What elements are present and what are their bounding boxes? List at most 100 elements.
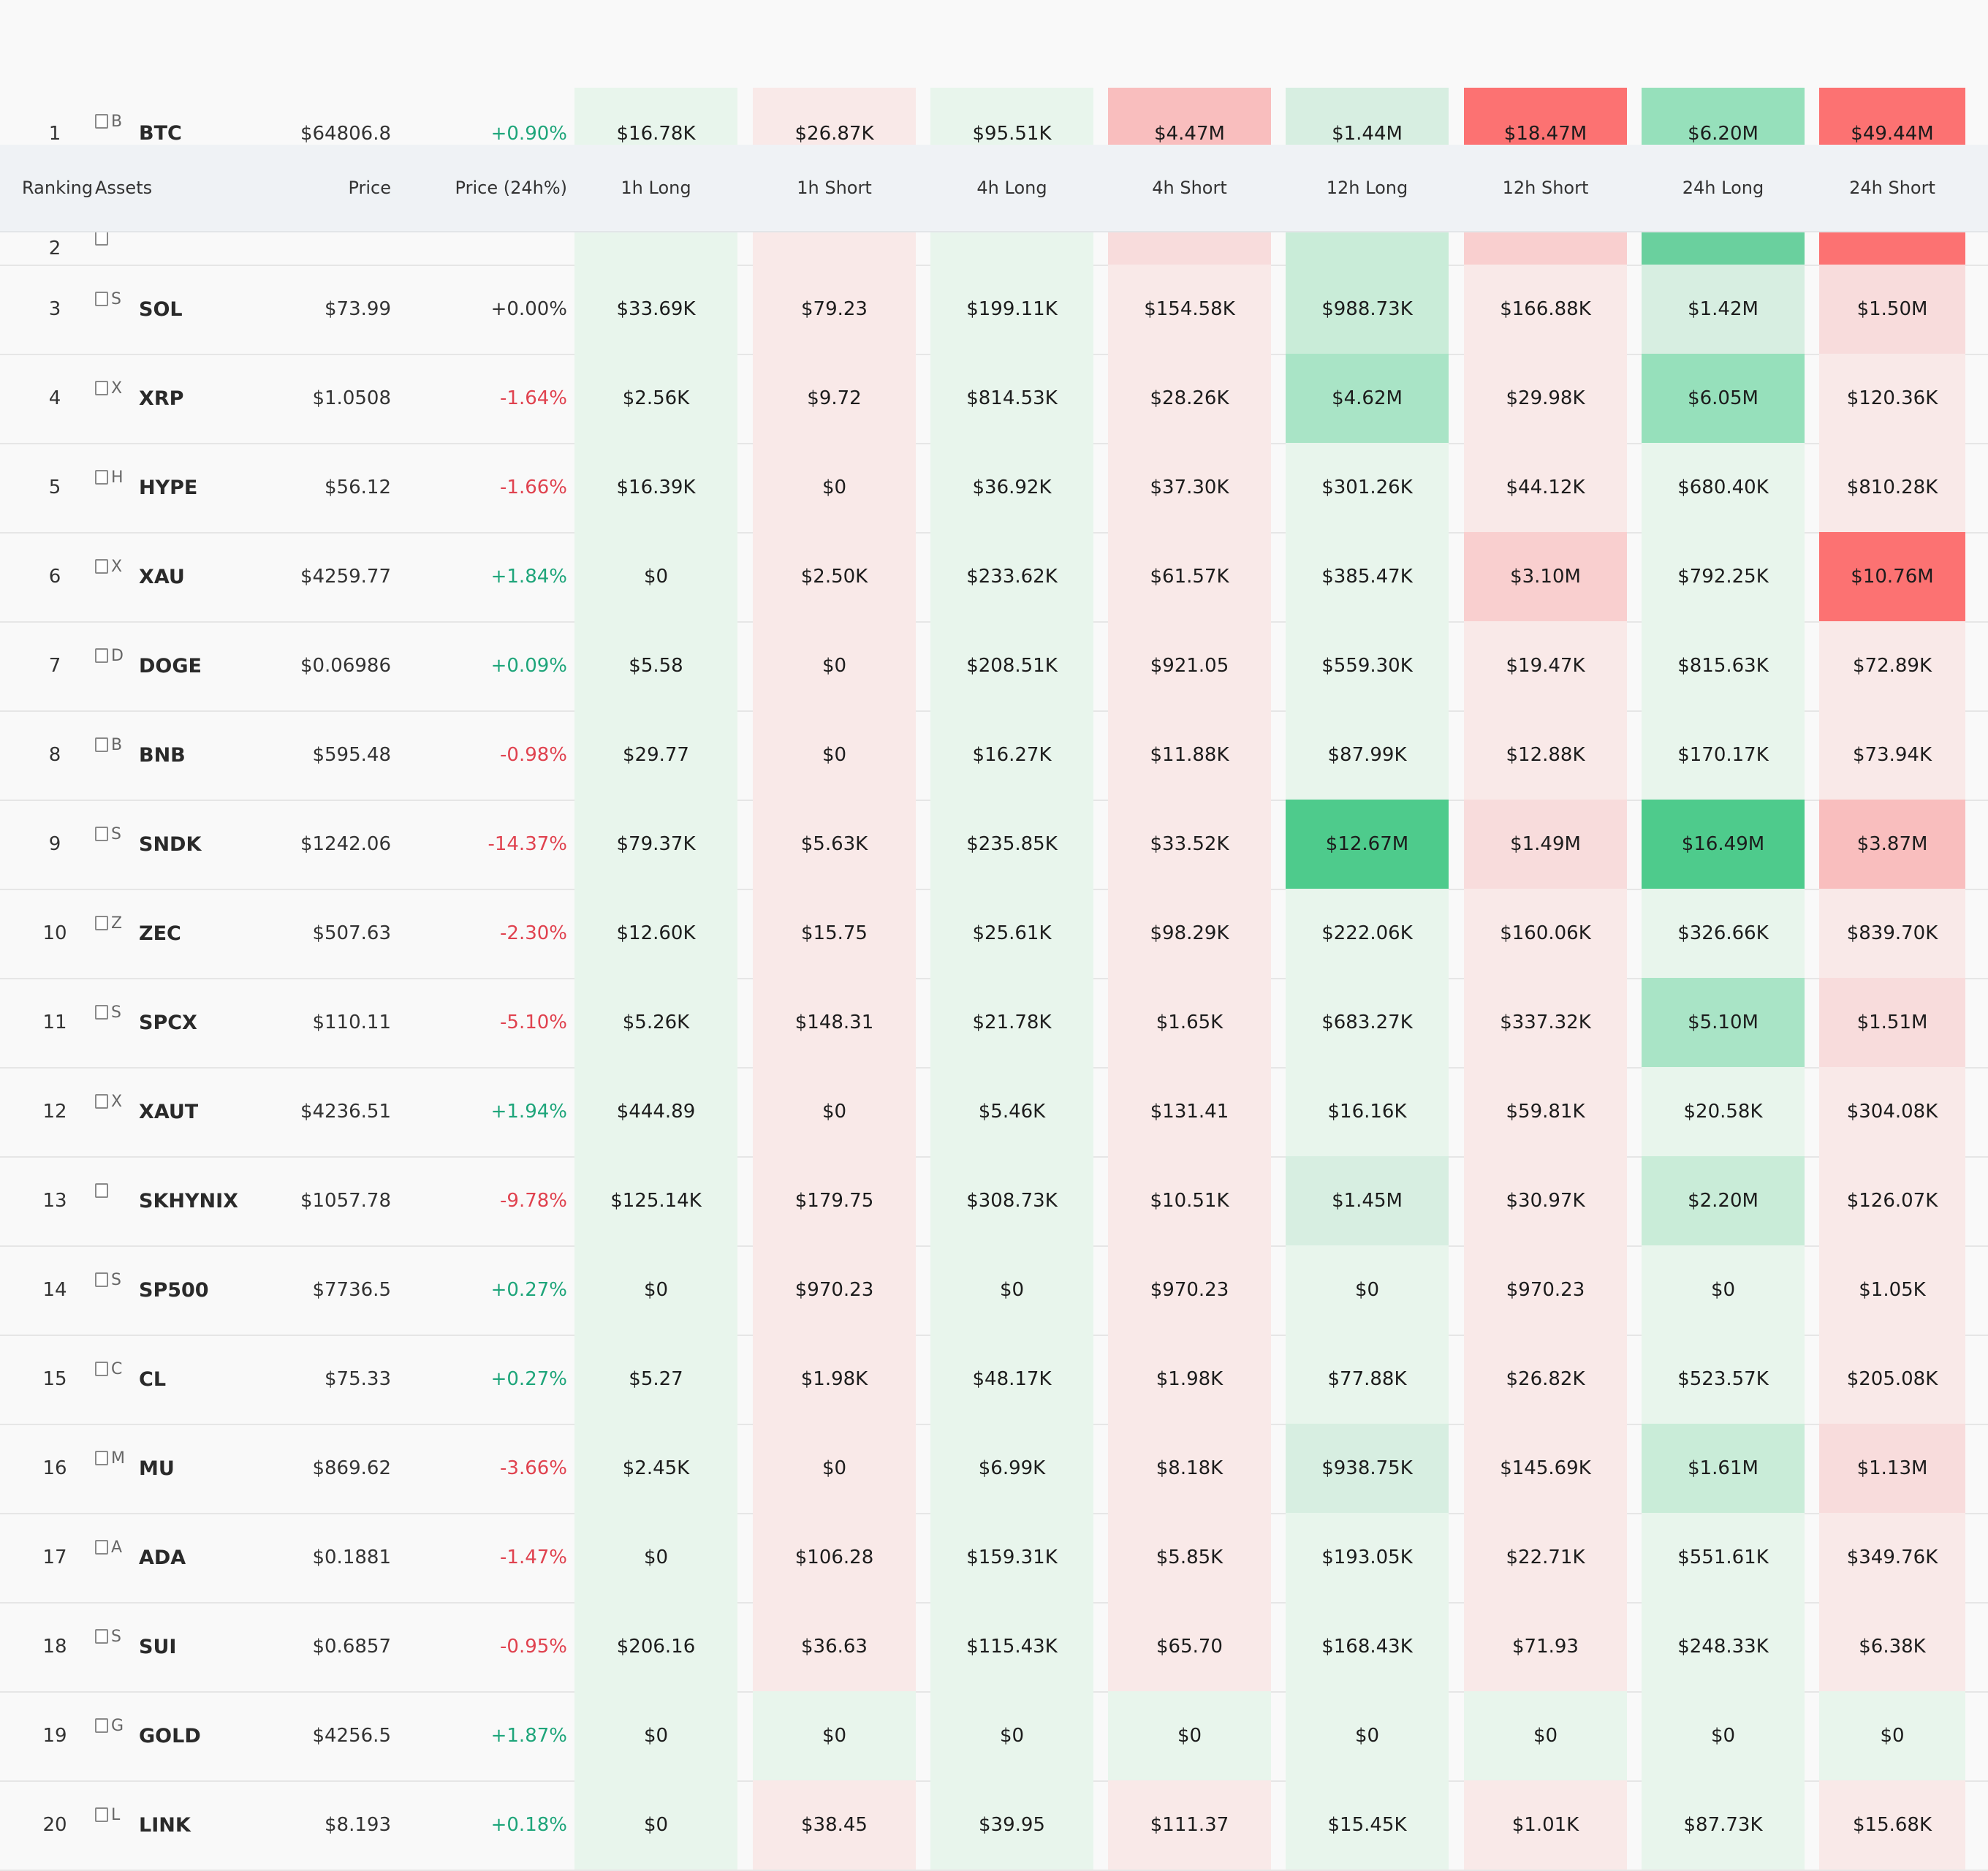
liquidation-cell: $87.99K [1286, 710, 1449, 800]
liquidation-cell: $0 [1286, 1691, 1449, 1780]
price-change-24h: +0.27% [490, 1279, 567, 1301]
liquidation-cell: $15.68K [1819, 1780, 1965, 1870]
table-row[interactable]: $0 $970.23 $0 $970.23 $0 $970.23 $0 $1.05K 14 S SP… [0, 1245, 1988, 1336]
header-price[interactable]: Price [348, 178, 391, 198]
header-12h-long[interactable]: 12h Long [1326, 178, 1408, 198]
liquidation-cell: $0 [753, 621, 916, 710]
asset-link[interactable]: Z ZEC [95, 889, 278, 978]
asset-link[interactable]: X XAUT [95, 1067, 278, 1156]
table-row[interactable]: 2 [0, 231, 1988, 266]
liquidation-cell [930, 232, 1093, 265]
asset-price: $4259.77 [300, 566, 391, 588]
liquidation-cell: $12.60K [574, 889, 737, 978]
table-row[interactable]: $5.27 $1.98K $48.17K $1.98K $77.88K $26.82K $5… [0, 1335, 1988, 1425]
liquidation-cell: $148.31 [753, 978, 916, 1067]
asset-link[interactable]: X XRP [95, 354, 278, 443]
liquidation-cell: $1.50M [1819, 265, 1965, 354]
asset-link[interactable]: S SPCX [95, 978, 278, 1067]
liquidation-cell: $10.76M [1819, 532, 1965, 621]
table-row[interactable]: $5.58 $0 $208.51K $921.05 $559.30K $19.47K $81… [0, 621, 1988, 712]
header-4h-long[interactable]: 4h Long [976, 178, 1047, 198]
asset-price: $64806.8 [300, 123, 391, 145]
header-24h-long[interactable]: 24h Long [1682, 178, 1764, 198]
table-row[interactable]: $0 $2.50K $233.62K $61.57K $385.47K $3.10M $79… [0, 532, 1988, 623]
table-row[interactable]: $2.45K $0 $6.99K $8.18K $938.75K $145.69K $1.6… [0, 1424, 1988, 1514]
liquidation-cell: $25.61K [930, 889, 1093, 978]
asset-link[interactable]: B BTC [95, 88, 278, 145]
header-ranking[interactable]: Ranking [22, 178, 94, 198]
liquidation-cell: $938.75K [1286, 1424, 1449, 1513]
liquidation-cell: $0 [1286, 1245, 1449, 1335]
asset-link[interactable]: SKHYNIX [95, 1156, 278, 1245]
table-row[interactable]: $33.69K $79.23 $199.11K $154.58K $988.73K $16… [0, 265, 1988, 355]
asset-price: $4236.51 [300, 1101, 391, 1123]
asset-icon-alt: D [111, 647, 124, 665]
rank-number: 20 [42, 1814, 67, 1836]
rank-number: 9 [48, 833, 61, 855]
table-row[interactable]: $79.37K $5.63K $235.85K $33.52K $12.67M $1.49… [0, 800, 1988, 890]
asset-link[interactable]: C CL [95, 1335, 278, 1424]
table-row[interactable]: $29.77 $0 $16.27K $11.88K $87.99K $12.88K $170… [0, 710, 1988, 801]
table-row[interactable]: $0 $106.28 $159.31K $5.85K $193.05K $22.71K $5… [0, 1513, 1988, 1604]
liquidation-cell: $38.45 [753, 1780, 916, 1870]
liquidation-cell: $15.75 [753, 889, 916, 978]
asset-link[interactable]: A ADA [95, 1513, 278, 1602]
rank-number: 17 [42, 1546, 67, 1568]
broken-image-icon: B [95, 736, 132, 762]
liquidation-cell [753, 232, 916, 265]
liquidation-cell: $115.43K [930, 1602, 1093, 1691]
asset-symbol: ADA [139, 1546, 186, 1569]
liquidation-cell: $349.76K [1819, 1513, 1965, 1602]
table-row[interactable]: $16.78K $26.87K $95.51K $4.47M $1.44M $18.47M… [0, 88, 1988, 146]
table-row[interactable]: $125.14K $179.75 $308.73K $10.51K $1.45M $30.… [0, 1156, 1988, 1247]
asset-link[interactable]: S SP500 [95, 1245, 278, 1335]
liquidation-cell: $0 [1464, 1691, 1627, 1780]
header-12h-short[interactable]: 12h Short [1502, 178, 1589, 198]
asset-link[interactable]: L LINK [95, 1780, 278, 1870]
liquidation-cell: $8.18K [1108, 1424, 1271, 1513]
liquidation-cell: $5.63K [753, 800, 916, 889]
asset-link[interactable]: H HYPE [95, 443, 278, 532]
liquidation-cell: $551.61K [1642, 1513, 1805, 1602]
table-row[interactable]: $12.60K $15.75 $25.61K $98.29K $222.06K $160.… [0, 889, 1988, 979]
header-assets[interactable]: Assets [95, 178, 153, 198]
asset-link[interactable]: S SNDK [95, 800, 278, 889]
table-row[interactable]: $16.39K $0 $36.92K $37.30K $301.26K $44.12K $6… [0, 443, 1988, 534]
header-24h-short[interactable]: 24h Short [1849, 178, 1935, 198]
header-price-change[interactable]: Price (24h%) [455, 178, 567, 198]
asset-link[interactable]: D DOGE [95, 621, 278, 710]
liquidation-cell: $0 [753, 1424, 916, 1513]
asset-icon-alt: B [111, 736, 123, 754]
asset-icon-alt: M [111, 1449, 125, 1468]
table-row[interactable]: $0 $0 $0 $0 $0 $0 $0 $0 19 G GOLD $4256.5 +1.87% [0, 1691, 1988, 1782]
asset-link[interactable]: M MU [95, 1424, 278, 1513]
liquidation-cell: $168.43K [1286, 1602, 1449, 1691]
broken-image-icon: H [95, 468, 132, 495]
asset-link[interactable]: X XAU [95, 532, 278, 621]
header-1h-long[interactable]: 1h Long [621, 178, 691, 198]
asset-link[interactable]: S SOL [95, 265, 278, 354]
rank-number: 12 [42, 1101, 67, 1123]
liquidation-cell: $22.71K [1464, 1513, 1627, 1602]
asset-price: $1057.78 [300, 1190, 391, 1212]
header-4h-short[interactable]: 4h Short [1152, 178, 1227, 198]
liquidation-cell: $1.98K [753, 1335, 916, 1424]
asset-link[interactable]: G GOLD [95, 1691, 278, 1780]
broken-image-icon: L [95, 1806, 132, 1832]
rank-number: 4 [48, 387, 61, 409]
table-row[interactable]: $0 $38.45 $39.95 $111.37 $15.45K $1.01K $87.73… [0, 1780, 1988, 1871]
table-row[interactable]: $5.26K $148.31 $21.78K $1.65K $683.27K $337.3… [0, 978, 1988, 1069]
asset-price: $0.6857 [312, 1636, 391, 1658]
liquidation-cell: $2.45K [574, 1424, 737, 1513]
price-change-24h: +0.90% [490, 123, 567, 145]
header-1h-short[interactable]: 1h Short [797, 178, 872, 198]
table-row[interactable]: $206.16 $36.63 $115.43K $65.70 $168.43K $71.9… [0, 1602, 1988, 1693]
asset-link[interactable]: B BNB [95, 710, 278, 800]
asset-link[interactable]: S SUI [95, 1602, 278, 1691]
table-row[interactable]: $2.56K $9.72 $814.53K $28.26K $4.62M $29.98K $… [0, 354, 1988, 444]
table-row[interactable]: $444.89 $0 $5.46K $131.41 $16.16K $59.81K $20.… [0, 1067, 1988, 1158]
liquidation-cell: $1.13M [1819, 1424, 1965, 1513]
liquidation-cell: $28.26K [1108, 354, 1271, 443]
broken-image-icon: S [95, 1003, 132, 1030]
rank-number: 11 [42, 1012, 67, 1033]
